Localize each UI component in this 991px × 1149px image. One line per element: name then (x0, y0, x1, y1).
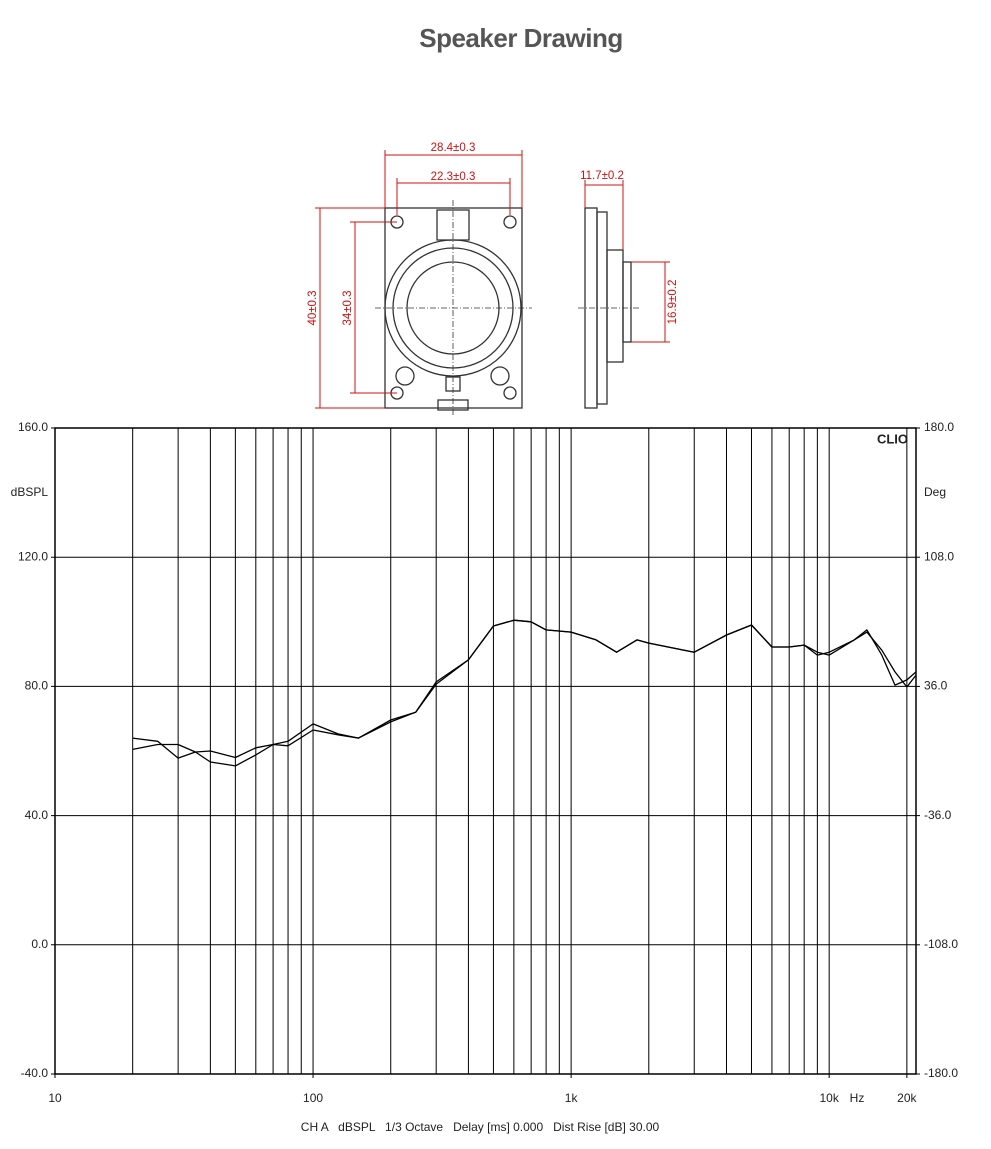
y-tick-label: -40.0 (21, 1066, 49, 1080)
y2-tick-label: 180.0 (924, 420, 954, 434)
series-line (132, 619, 917, 759)
y2-tick-label: -180.0 (924, 1066, 958, 1080)
dimension-label: 16.9±0.2 (667, 280, 679, 325)
y-tick-label: 120.0 (18, 549, 48, 563)
y2-tick-label: -36.0 (924, 808, 952, 822)
y-tick-label: 0.0 (31, 937, 48, 951)
plot-area (54, 427, 917, 1075)
dimension-label: 22.3±0.3 (431, 171, 476, 183)
x-tick-label: 10k (819, 1091, 839, 1105)
y-tick-label: 160.0 (18, 420, 48, 434)
x-tick-label: 1k (565, 1091, 579, 1105)
dimension-label: 34±0.3 (342, 290, 354, 325)
y-tick-label: 80.0 (25, 679, 49, 693)
x-axis-label: Hz (850, 1091, 865, 1105)
dimension-label: 11.7±0.2 (580, 170, 624, 182)
y2-tick-label: 108.0 (924, 549, 954, 563)
y-axis-label: dBSPL (11, 485, 49, 499)
dimension-label: 28.4±0.3 (431, 142, 476, 154)
y2-axis-label: Deg (924, 485, 946, 499)
x-tick-label: 20k (897, 1091, 917, 1105)
chart: 10 100 1k 10k 20k -40.0 0.0 40.0 80.0 120.0 160.0 -… (11, 420, 959, 1134)
x-tick-label: 100 (303, 1091, 323, 1105)
dimension-label: 40±0.3 (307, 290, 319, 325)
x-tick-label: 10 (48, 1091, 62, 1105)
y2-tick-label: 36.0 (924, 679, 948, 693)
page-title: Speaker Drawing (419, 23, 622, 53)
y-tick-label: 40.0 (25, 808, 49, 822)
series-line (132, 619, 917, 767)
footer: CH A dBSPL 1/3 Octave Delay [ms] 0.000 D… (301, 1120, 660, 1134)
annotation: CLIO (877, 431, 908, 446)
y2-tick-label: -108.0 (924, 937, 958, 951)
speaker-drawing: 28.4±0.3 22.3±0.3 40±0.3 34±0.3 11.7±0.2… (307, 142, 679, 415)
